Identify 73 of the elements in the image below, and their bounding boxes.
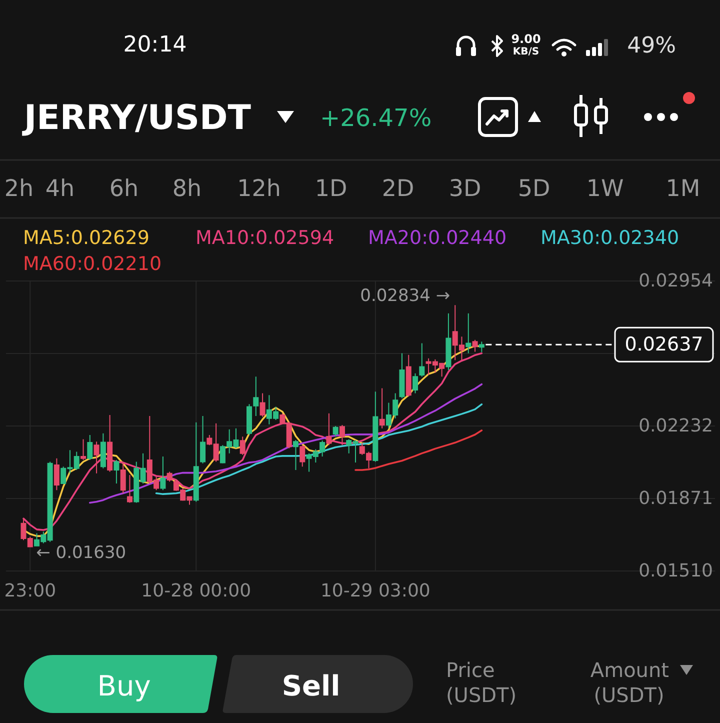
- candlestick: [80, 438, 86, 460]
- candlestick: [114, 459, 120, 484]
- candlestick: [120, 461, 126, 494]
- candlestick: [332, 426, 338, 438]
- text: 20:14: [123, 32, 187, 58]
- line-series: [155, 403, 483, 495]
- text: 1W: [586, 176, 624, 202]
- candlestick: [446, 312, 452, 370]
- y-tick-label: 0.02954: [638, 270, 713, 292]
- x-tick-label: 10-28 00:00: [141, 580, 252, 602]
- candlestick: [240, 436, 246, 456]
- line-series: [89, 383, 483, 504]
- text: Sell: [282, 670, 340, 702]
- y-tick-label: 0.01871: [638, 488, 713, 509]
- candlestick: [412, 372, 418, 394]
- buy-button[interactable]: [24, 655, 218, 713]
- line-series: [354, 430, 483, 471]
- text: 5D: [518, 176, 550, 202]
- candlestick: [406, 354, 412, 398]
- text: 6h: [109, 176, 139, 202]
- candlestick: [419, 342, 425, 378]
- sell-button[interactable]: [222, 655, 413, 713]
- annotation: 0.02834 →: [360, 286, 450, 306]
- text: +26.47%: [320, 104, 432, 132]
- candlestick: [54, 458, 60, 491]
- candlestick: [466, 312, 472, 354]
- chart-title: JERRY/USDT: [22, 98, 252, 138]
- text: 2h: [4, 176, 34, 202]
- candlestick: [160, 456, 166, 491]
- candlestick: [372, 391, 378, 462]
- text: 4h: [45, 176, 75, 202]
- text: 3D: [448, 176, 482, 202]
- text: 1D: [314, 176, 348, 202]
- x-tick-label: 10-29 03:00: [320, 580, 430, 602]
- candlestick: [300, 444, 306, 468]
- candlestick: [326, 412, 332, 446]
- text: 1M: [666, 176, 700, 202]
- candlestick: [472, 339, 478, 352]
- candlestick: [166, 471, 172, 482]
- x-tick-label: 23:00: [4, 580, 56, 602]
- annotation: ← 0.01630: [36, 542, 126, 563]
- text: MA60:0.02210: [23, 253, 162, 275]
- ref-line-label: 0.02637: [624, 334, 704, 356]
- candlestick: [87, 434, 93, 460]
- text: Price: [446, 658, 495, 682]
- candlestick: [126, 474, 132, 504]
- candlestick: [193, 422, 199, 502]
- text: KB/S: [512, 46, 540, 58]
- text: 9.00: [511, 32, 541, 46]
- text: (USDT): [594, 683, 664, 707]
- candlestick: [260, 392, 266, 418]
- text: MA30:0.02340: [540, 227, 680, 249]
- text: MA10:0.02594: [196, 227, 334, 249]
- text: 49%: [627, 34, 676, 58]
- text: Buy: [97, 670, 151, 702]
- candlestick: [200, 415, 206, 464]
- text: 12h: [237, 176, 281, 202]
- y-tick-label: 0.02232: [638, 416, 713, 436]
- text: 8h: [172, 176, 202, 202]
- candlestick: [478, 341, 484, 353]
- text: MA20:0.02440: [368, 227, 507, 249]
- candlestick: [107, 414, 113, 472]
- text: Amount: [590, 658, 670, 682]
- candlestick: [399, 352, 405, 399]
- candlestick: [100, 432, 106, 469]
- candlestick: [94, 441, 100, 474]
- text: (USDT): [446, 683, 517, 707]
- candlestick: [292, 440, 298, 470]
- text: 2D: [382, 176, 414, 202]
- candlestick: [379, 388, 385, 429]
- y-tick-label: 0.01510: [638, 560, 713, 582]
- text: MA5:0.02629: [23, 227, 150, 249]
- candlestick: [339, 424, 345, 446]
